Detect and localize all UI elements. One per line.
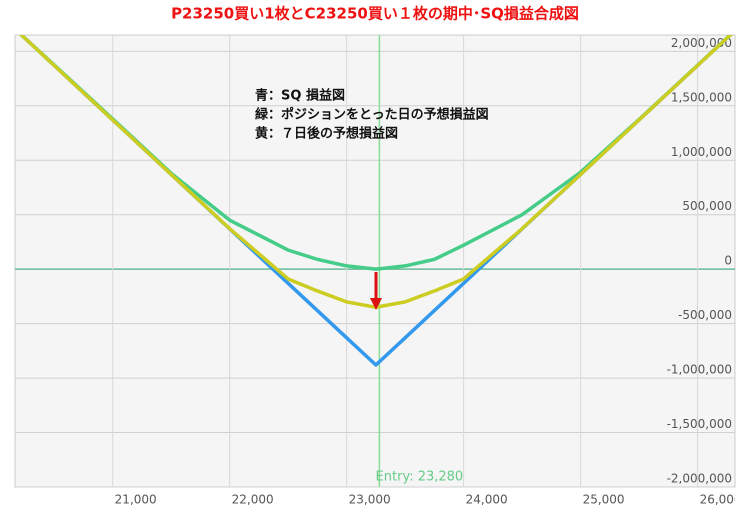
y-tick-label: -1,000,000 <box>667 363 732 377</box>
x-tick-label: 25,000 <box>583 493 625 507</box>
y-tick-label: -1,500,000 <box>667 417 732 431</box>
legend-line: 緑：ポジションをとった日の予想損益図 <box>255 107 489 123</box>
x-tick-label: 23,000 <box>349 493 391 507</box>
legend-line: 青：SQ 損益図 <box>255 88 345 104</box>
y-tick-label: 500,000 <box>682 199 732 213</box>
x-tick-label: 22,000 <box>232 493 274 507</box>
x-tick-label: 24,000 <box>466 493 508 507</box>
x-tick-label: 21,000 <box>115 493 157 507</box>
y-tick-label: 0 <box>724 254 732 268</box>
chart-title: P23250買い1枚とC23250買い１枚の期中･SQ損益合成図 <box>171 5 579 23</box>
arrow-head <box>370 298 382 310</box>
plot-area <box>14 34 736 488</box>
y-tick-label: 1,000,000 <box>671 145 732 159</box>
legend-line: 黄：７日後の予想損益図 <box>255 126 398 142</box>
entry-label: Entry: 23,280 <box>376 470 464 485</box>
y-tick-label: 1,500,000 <box>671 90 732 104</box>
x-tick-label: 26,000 <box>700 493 742 507</box>
y-tick-label: -500,000 <box>678 308 732 322</box>
y-tick-label: -2,000,000 <box>667 472 732 486</box>
